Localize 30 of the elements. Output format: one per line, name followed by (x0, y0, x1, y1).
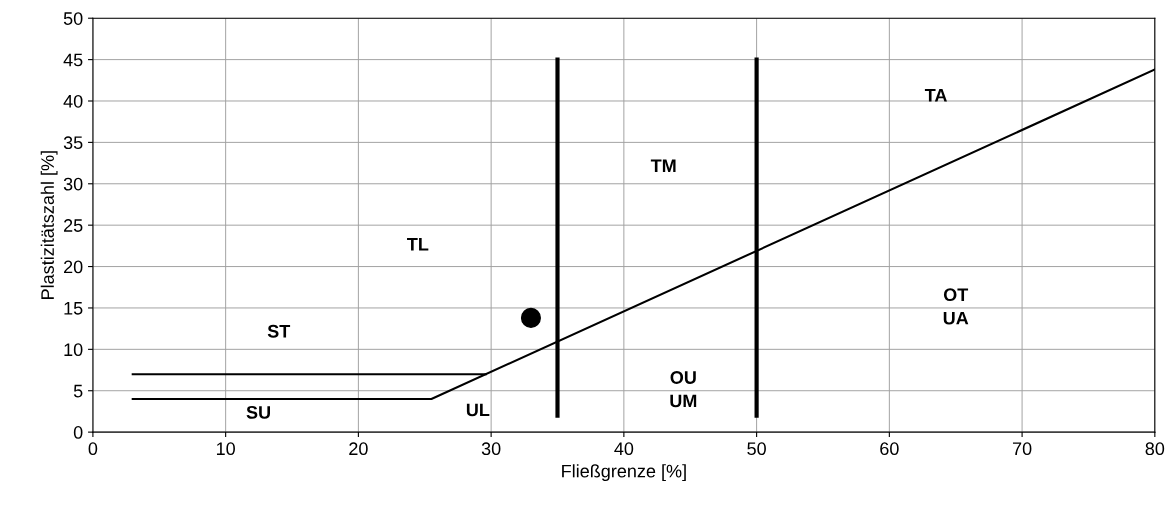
annotation: OU UM (670, 371, 697, 408)
annotation: TL (407, 238, 429, 251)
x-tick-label: 30 (481, 442, 501, 456)
y-axis-title: Plastizitätszahl [%] (40, 151, 58, 299)
annotation: UL (466, 403, 490, 417)
x-tick-label: 20 (349, 442, 368, 456)
y-tick-label: 20 (64, 260, 83, 274)
annotation: OT UA (943, 288, 969, 325)
x-tick-label: 80 (1145, 442, 1165, 456)
x-tick-label: 0 (88, 442, 98, 456)
y-tick-label: 10 (64, 343, 83, 357)
annotation: ST (267, 324, 291, 338)
y-tick-label: 50 (63, 12, 83, 25)
y-tick-label: 15 (64, 302, 83, 315)
x-axis-title: Fließgrenze [%] (562, 464, 686, 482)
y-tick-label: 40 (63, 94, 83, 108)
x-tick-label: 10 (216, 442, 235, 456)
y-tick-label: 45 (63, 53, 83, 67)
x-tick-label: 40 (614, 442, 634, 456)
y-tick-label: 25 (64, 219, 83, 232)
annotation: TM (650, 159, 676, 172)
y-tick-label: 30 (63, 177, 83, 191)
x-tick-label: 60 (880, 442, 899, 456)
y-tick-label: 35 (63, 136, 83, 150)
y-tick-label: 5 (73, 384, 83, 398)
x-tick-label: 70 (1012, 442, 1032, 456)
x-tick-label: 50 (747, 442, 766, 456)
annotation: TA (924, 89, 947, 102)
annotation: SU (246, 405, 270, 419)
y-tick-label: 0 (73, 426, 83, 439)
